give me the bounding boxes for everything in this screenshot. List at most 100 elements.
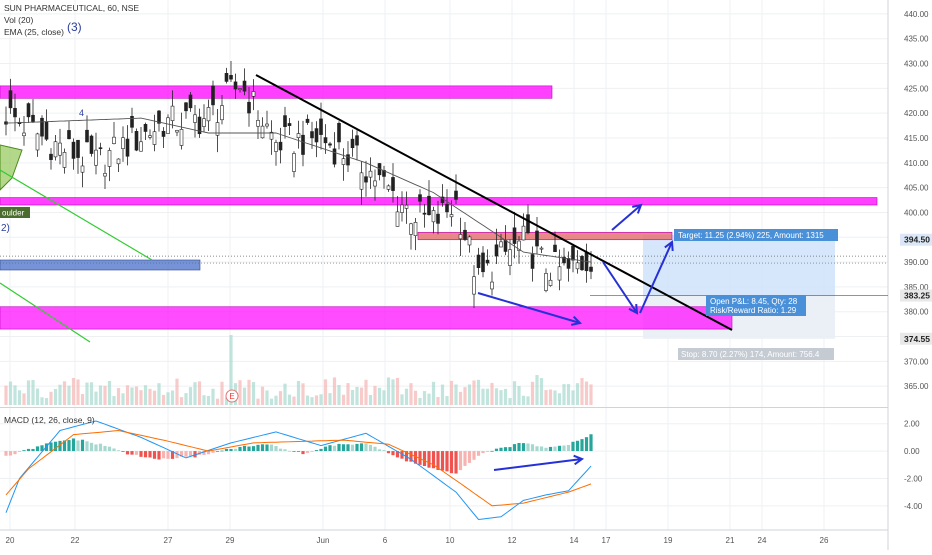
macd-divergence-arrow: [493, 454, 585, 471]
macd-histogram-bar: [427, 451, 431, 468]
candle-body: [125, 138, 130, 157]
macd-histogram-bar: [440, 451, 445, 471]
price-tick-label: 385.00: [904, 283, 929, 292]
candle-body: [454, 190, 458, 200]
candle-body: [503, 240, 508, 252]
candle-body: [494, 244, 499, 257]
macd-histogram-bar: [400, 451, 404, 459]
candle-body: [575, 262, 580, 270]
candle-body: [121, 137, 125, 149]
macd-histogram-bar: [202, 451, 206, 456]
candle: [499, 233, 503, 248]
macd-histogram-bar: [584, 437, 589, 452]
candle: [400, 191, 404, 222]
volume-bar: [107, 381, 112, 405]
price-tick-label: 400.00: [904, 208, 929, 217]
volume-bar: [503, 388, 508, 405]
candle-body: [71, 141, 76, 159]
volume-bar: [404, 388, 409, 405]
candle-body: [296, 133, 301, 138]
price-tag-box: [900, 233, 932, 246]
arrow-shaft: [493, 458, 583, 471]
macd-histogram-bar: [589, 434, 593, 452]
time-tick-label: 14: [570, 536, 579, 545]
macd-histogram-bar: [242, 445, 247, 452]
candle-body: [292, 153, 296, 172]
candle-body: [548, 279, 553, 286]
macd-histogram-bar: [431, 451, 436, 469]
candle: [134, 128, 139, 152]
candle-body: [323, 137, 328, 144]
candle: [229, 60, 233, 82]
candle: [431, 206, 436, 234]
volume-bar: [22, 393, 26, 405]
candle-body: [80, 165, 85, 173]
candle: [454, 174, 458, 205]
macd-histogram-bar: [211, 451, 215, 453]
candle-body: [215, 122, 220, 136]
volume-bar: [422, 391, 427, 405]
target-arrow: [639, 240, 674, 314]
volume-bar: [8, 381, 13, 405]
candle-body: [364, 176, 368, 183]
candle-body: [184, 102, 188, 112]
macd-histogram-bar: [503, 447, 508, 452]
macd-histogram-bar: [359, 443, 364, 452]
macd-histogram-bar: [530, 444, 535, 452]
candle-body: [332, 148, 337, 165]
volume-legend: Vol (20): [4, 15, 34, 25]
candle-body: [112, 136, 116, 144]
candle-body: [427, 195, 431, 216]
macd-histogram-bar: [422, 451, 427, 467]
candle: [485, 249, 490, 266]
volume-bar: [544, 390, 548, 405]
macd-histogram-bar: [184, 451, 188, 457]
volume-bar: [220, 381, 224, 405]
volume-bar: [431, 381, 436, 405]
volume-bar: [589, 384, 593, 405]
macd-histogram-bar: [463, 451, 467, 466]
candle-body: [557, 266, 562, 281]
pattern-count: 2): [1, 223, 10, 234]
candle: [436, 200, 440, 235]
candle: [238, 88, 242, 93]
volume-bar: [580, 378, 584, 405]
volume-bar: [485, 388, 490, 405]
volume-bar: [179, 397, 184, 405]
candle-body: [539, 247, 544, 250]
macd-histogram-bar: [517, 442, 521, 452]
volume-bar: [80, 394, 85, 405]
time-tick-label: 17: [602, 536, 611, 545]
macd-histogram-bar: [485, 451, 490, 452]
candle-body: [449, 214, 454, 218]
volume-bar: [301, 383, 305, 405]
volume-bar: [125, 385, 130, 405]
volume-bar: [58, 384, 62, 405]
volume-bar: [242, 387, 247, 405]
time-tick-label: 22: [71, 536, 80, 545]
volume-bar: [4, 385, 8, 405]
arrow-head: [573, 454, 585, 466]
candle: [112, 121, 116, 145]
volume-bar: [278, 391, 283, 405]
candle-body: [76, 139, 80, 158]
pattern-line-lower: [0, 282, 91, 343]
macd-histogram-bar: [35, 446, 40, 452]
macd-histogram-bar: [449, 451, 454, 474]
volume-bar: [112, 396, 116, 405]
candle: [71, 138, 76, 170]
volume-bar: [98, 385, 103, 405]
macd-histogram-bar: [40, 445, 44, 452]
candle: [337, 121, 341, 150]
volume-bar: [494, 388, 499, 405]
candle: [467, 235, 472, 253]
volume-bar: [67, 385, 71, 405]
macd-histogram-bar: [193, 451, 197, 458]
macd-histogram-bar: [215, 450, 220, 452]
macd-histogram-bar: [233, 448, 238, 452]
price-tick-label: 420.00: [904, 109, 929, 118]
candle-body: [175, 130, 179, 133]
candle-body: [310, 131, 314, 139]
